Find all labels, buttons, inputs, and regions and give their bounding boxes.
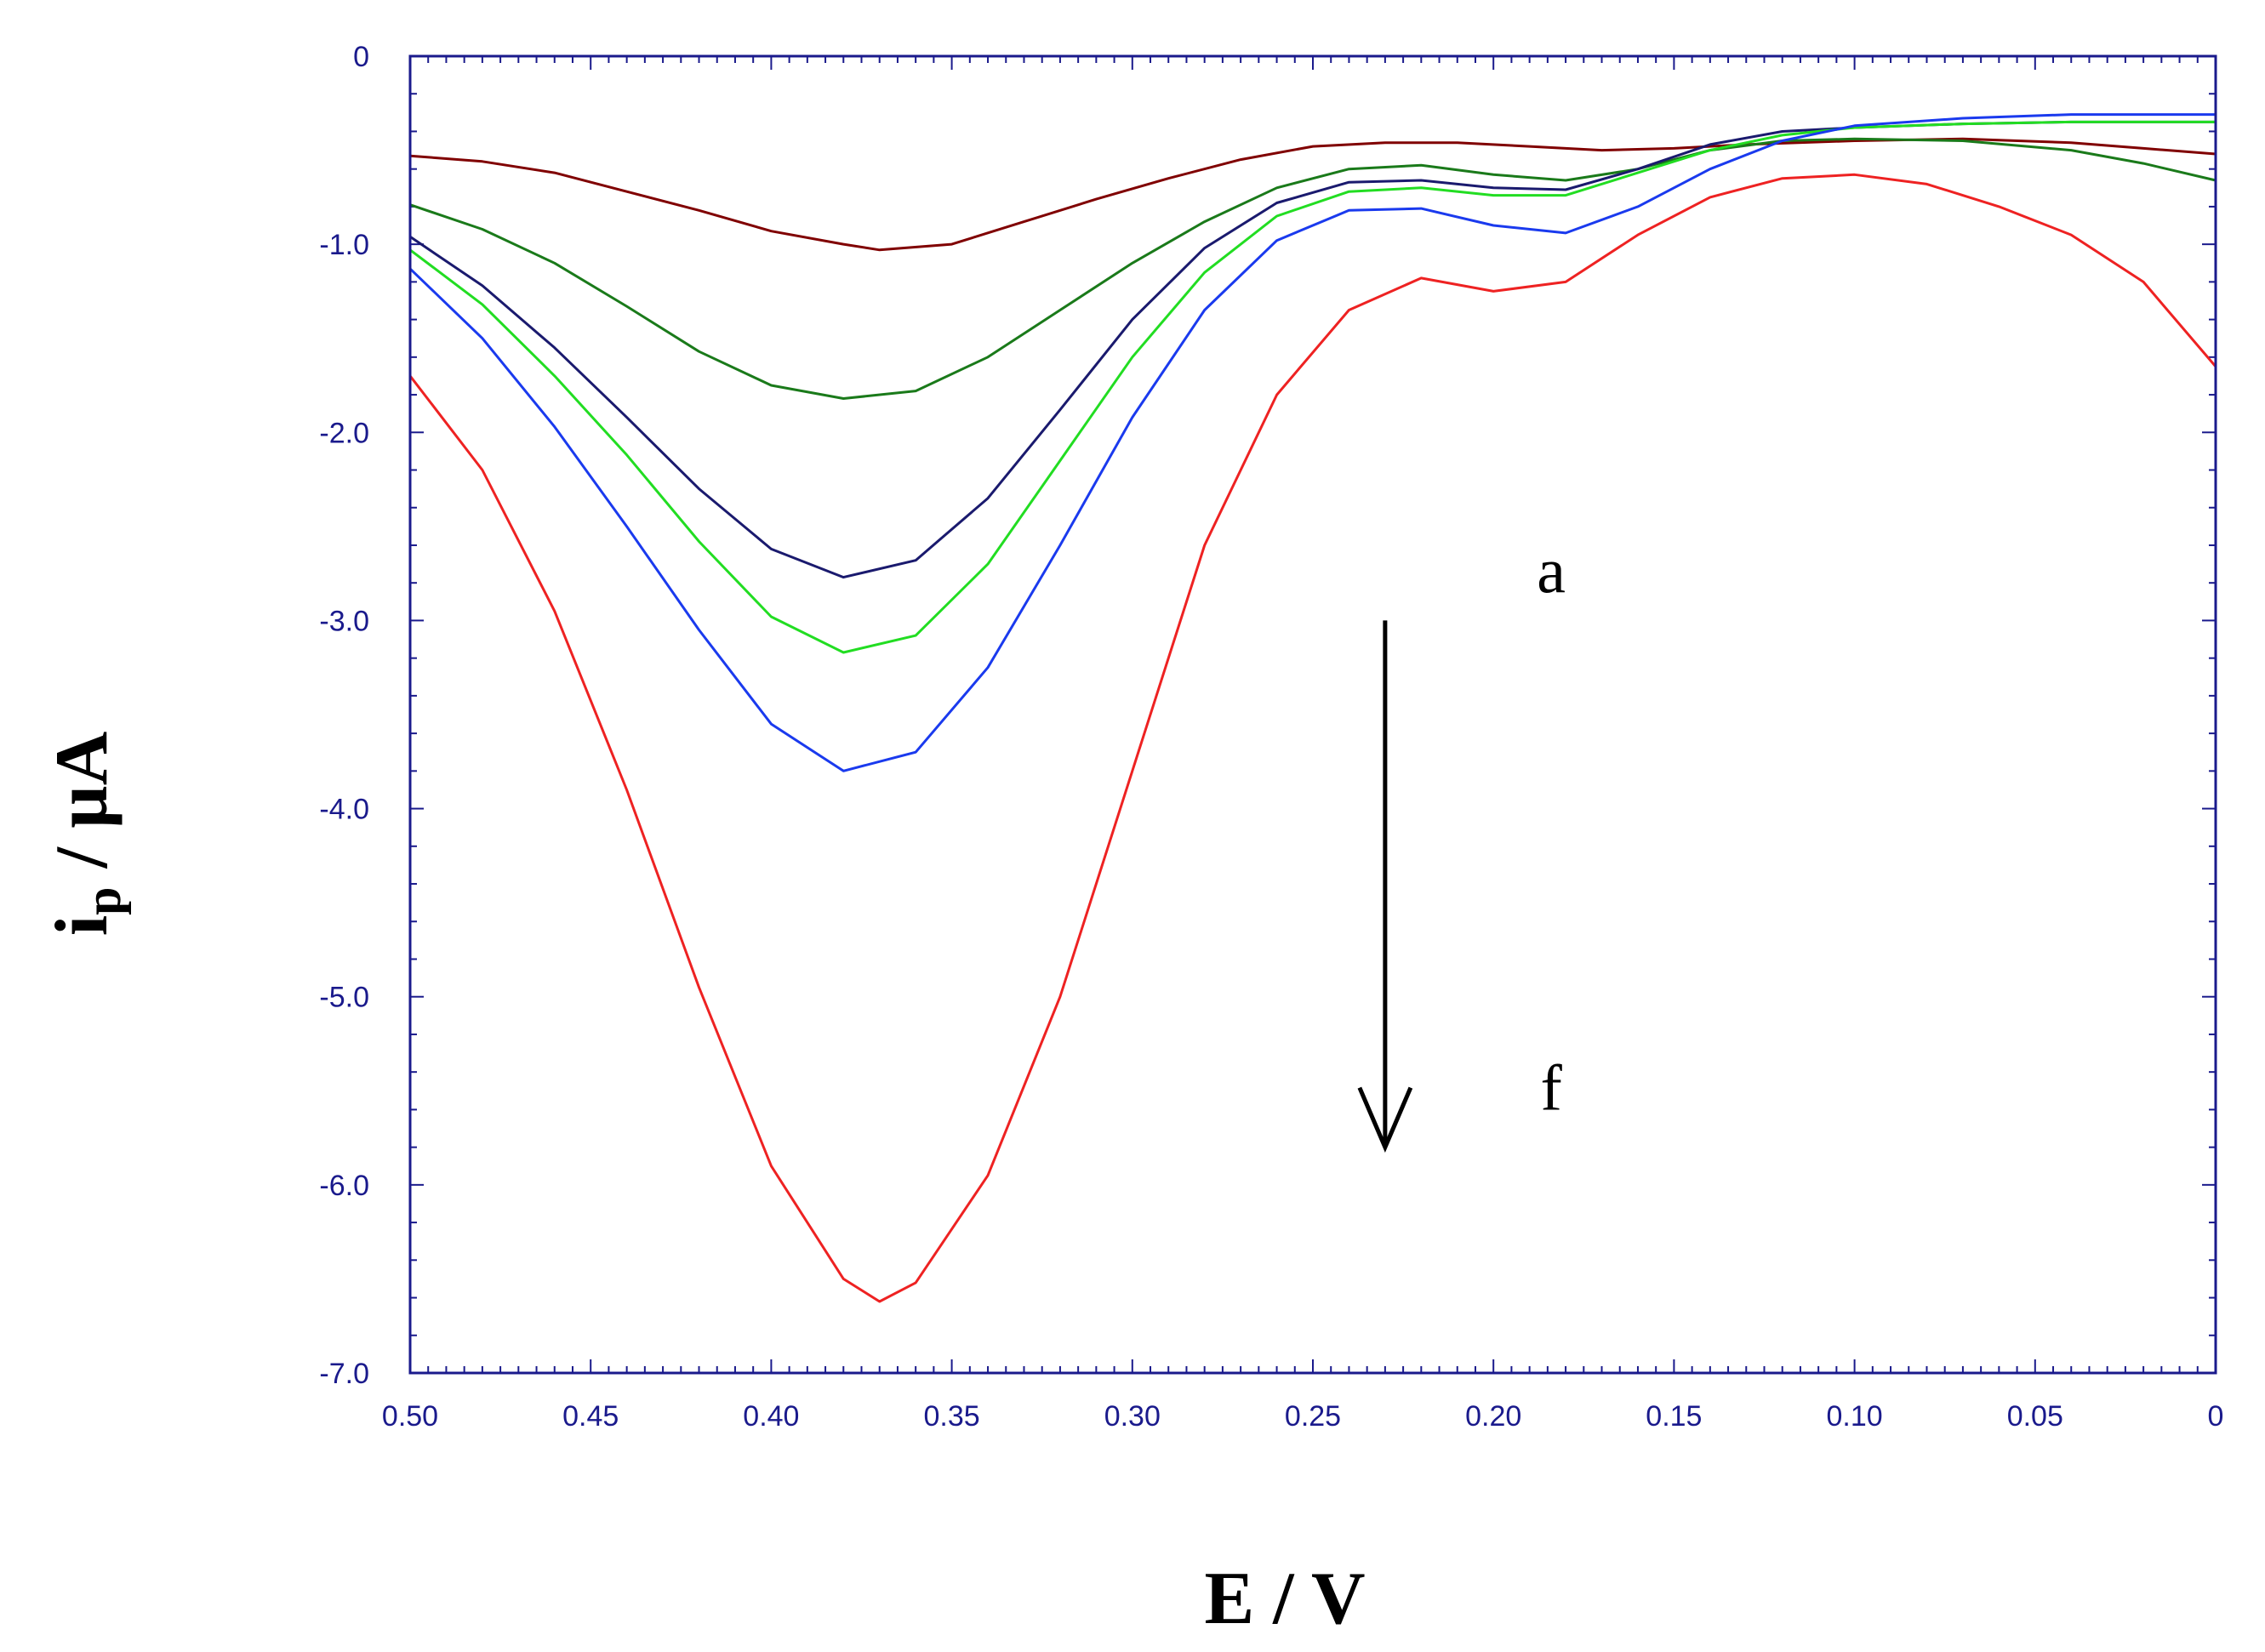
x-tick-label: 0.20: [1465, 1400, 1521, 1433]
x-tick-labels: 0.50 0.45 0.40 0.35 0.30 0.25 0.20 0.15 0.10 0.05…: [382, 1400, 2224, 1433]
x-tick-label: 0.05: [2007, 1400, 2063, 1433]
plot-frame: [408, 54, 2217, 1375]
y-axis-title-rest: / µA: [41, 732, 123, 887]
y-axis-title-subscript: p: [75, 886, 131, 914]
y-tick-label: 0: [353, 41, 369, 73]
x-tick-label: 0.10: [1827, 1400, 1883, 1433]
x-tick-label: 0.35: [924, 1400, 980, 1433]
y-tick-label: -6.0: [319, 1170, 369, 1202]
series-line-f: [408, 173, 2217, 1303]
x-tick-label: 0.50: [382, 1400, 438, 1433]
x-tick-label: 0.40: [743, 1400, 799, 1433]
y-tick-labels: 0 -1.0 -2.0 -3.0 -4.0 -5.0 -6.0 -7.0: [319, 41, 369, 1390]
x-axis-title: E / V: [1204, 1558, 1365, 1640]
curve-label-f: f: [1540, 1052, 1562, 1124]
y-tick-label: -1.0: [319, 229, 369, 261]
y-tick-label: -4.0: [319, 794, 369, 826]
series-line-d: [409, 120, 2216, 654]
y-tick-label: -7.0: [319, 1358, 369, 1390]
x-tick-label: 0.15: [1646, 1400, 1702, 1433]
y-axis-title: ip / µA: [41, 732, 131, 937]
series-lines: [408, 113, 2217, 1303]
series-line-a: [409, 137, 2217, 252]
x-tick-label: 0: [2208, 1400, 2224, 1433]
x-tick-label: 0.45: [562, 1400, 619, 1433]
y-axis-title-main: i: [41, 915, 123, 936]
x-tick-label: 0.25: [1285, 1400, 1341, 1433]
arrow-head: [1357, 1086, 1413, 1153]
y-tick-label: -3.0: [319, 605, 369, 637]
y-tick-label: -5.0: [319, 982, 369, 1014]
x-tick-label: 0.30: [1104, 1400, 1161, 1433]
series-line-e: [408, 113, 2216, 772]
tick-marks: [409, 55, 2217, 1374]
svg-text:ip / µA: ip / µA: [41, 732, 131, 937]
curve-label-a: a: [1537, 535, 1566, 607]
series-line-b: [409, 137, 2217, 400]
trend-arrow: [1357, 620, 1413, 1153]
y-tick-label: -2.0: [319, 417, 369, 449]
